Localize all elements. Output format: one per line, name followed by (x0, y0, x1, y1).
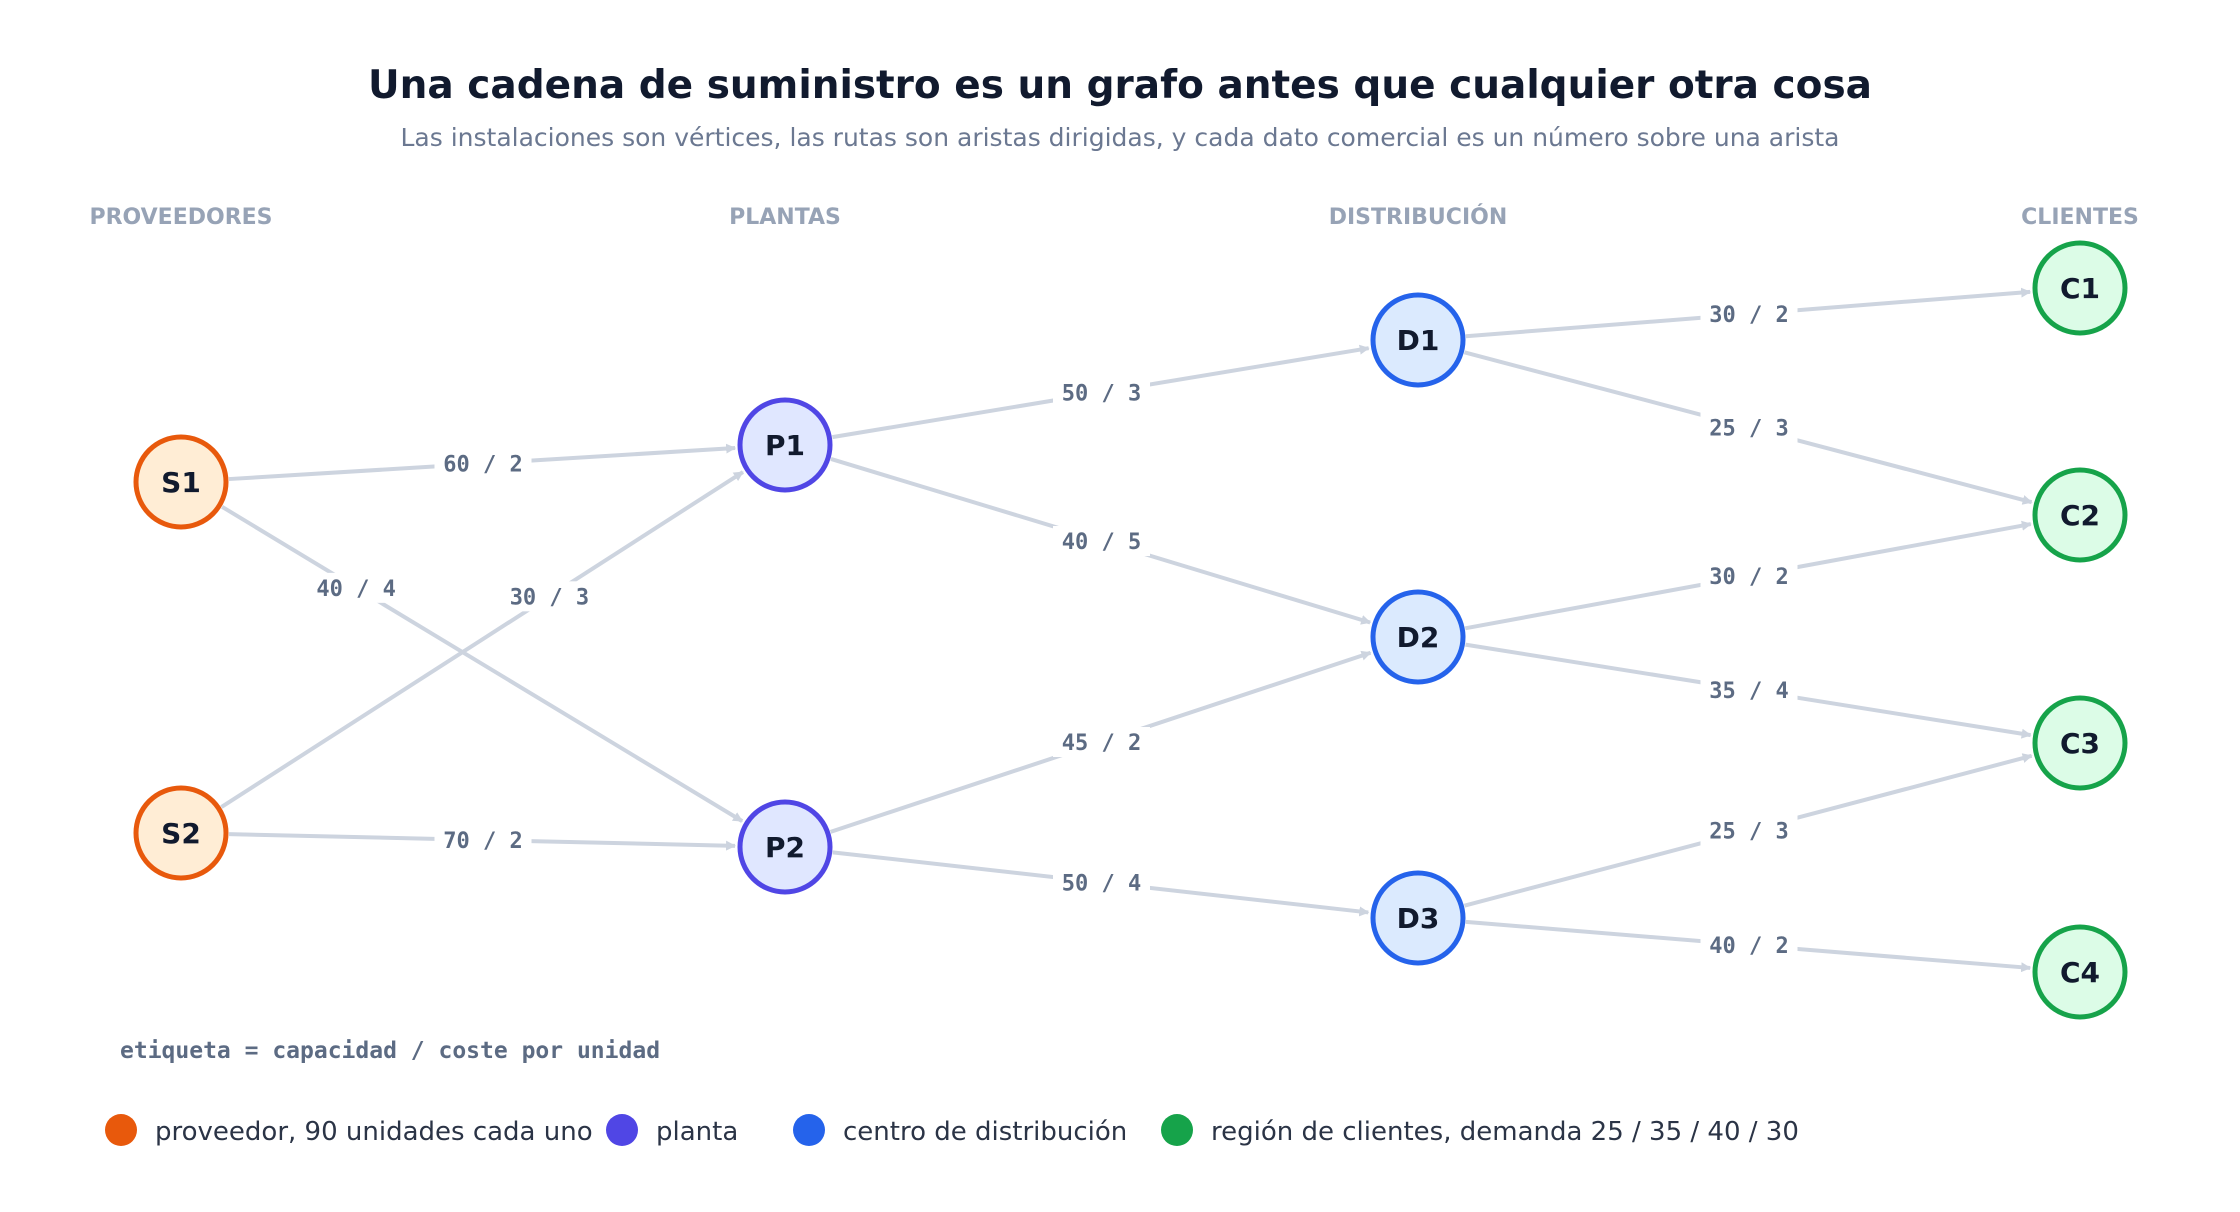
edge-label-background (1700, 412, 1798, 443)
edge-label-p1-d2: 40 / 5 (1062, 530, 1141, 555)
column-header-plantas: PLANTAS (729, 205, 841, 230)
edge-label-background (1053, 377, 1150, 408)
node-s2 (133, 785, 229, 881)
edge-label-background (307, 572, 405, 603)
node-c1 (2032, 240, 2128, 336)
legend-dc-label: centro de distribución (843, 1117, 1127, 1147)
edge-s2-p1 (220, 470, 745, 809)
legend-customer-swatch (1161, 1114, 1193, 1146)
node-label-c4: C4 (2060, 956, 2100, 989)
edge-label-p2-d3: 50 / 4 (1062, 872, 1141, 897)
edge-label-p2-d2: 45 / 2 (1062, 731, 1141, 756)
edge-label-d2-c3: 35 / 4 (1709, 679, 1788, 704)
node-label-d3: D3 (1397, 902, 1440, 935)
diagram-title: Una cadena de suministro es un grafo ant… (368, 63, 1872, 108)
node-d1 (1370, 292, 1466, 388)
legend-plant-swatch (606, 1114, 638, 1146)
node-label-p2: P2 (765, 831, 805, 864)
node-p2 (737, 799, 833, 895)
edge-label-legend-note: etiqueta = capacidad / coste por unidad (120, 1038, 660, 1064)
node-label-c2: C2 (2060, 499, 2100, 532)
legend-supplier-swatch (105, 1114, 137, 1146)
edge-label-background (434, 825, 532, 855)
edge-label-d2-c2: 30 / 2 (1709, 565, 1788, 590)
node-label-d1: D1 (1397, 324, 1440, 357)
edge-label-background (1700, 815, 1798, 846)
node-d2 (1370, 589, 1466, 685)
edge-label-d1-c1: 30 / 2 (1709, 303, 1788, 328)
node-label-s2: S2 (161, 817, 201, 850)
legend-supplier-label: proveedor, 90 unidades cada uno (155, 1117, 593, 1147)
column-header-proveedores: PROVEEDORES (89, 205, 272, 230)
legend-dc-swatch (793, 1114, 825, 1146)
edge-label-background (1053, 867, 1150, 898)
legend: proveedor, 90 unidades cada uno planta c… (105, 1114, 1799, 1147)
node-label-d2: D2 (1397, 621, 1440, 654)
edge-label-background (1053, 727, 1150, 757)
edge-label-background (1053, 526, 1150, 556)
edge-label-s1-p1: 60 / 2 (443, 453, 522, 478)
edge-label-s2-p2: 70 / 2 (443, 829, 522, 854)
edge-label-background (500, 581, 598, 612)
node-c4 (2032, 924, 2128, 1020)
nodes-layer: S1 S2 P1 P2 D1 D2 D3 C1 C2 C3 C4 (133, 240, 2128, 1020)
node-label-c3: C3 (2060, 727, 2100, 760)
edge-label-d3-c3: 25 / 3 (1709, 820, 1788, 845)
node-label-p1: P1 (765, 429, 805, 462)
node-c3 (2032, 695, 2128, 791)
edges-layer: 60 / 2 40 / 4 30 / 3 70 / 2 50 / 3 40 / 5 45 /… (220, 287, 2033, 973)
edge-label-s2-p1: 30 / 3 (510, 585, 589, 610)
legend-customer-label: región de clientes, demanda 25 / 35 / 40… (1211, 1117, 1799, 1147)
node-s1 (133, 434, 229, 530)
edge-s1-p2 (221, 505, 744, 823)
edge-label-s1-p2: 40 / 4 (316, 577, 395, 602)
edge-label-background (434, 448, 532, 479)
column-header-distribucion: DISTRIBUCIÓN (1329, 204, 1508, 230)
edge-label-background (1700, 561, 1798, 591)
edge-label-p1-d1: 50 / 3 (1062, 382, 1141, 407)
edge-label-d3-c4: 40 / 2 (1709, 934, 1788, 959)
node-d3 (1370, 870, 1466, 966)
legend-plant-label: planta (656, 1117, 738, 1147)
edge-label-d1-c2: 25 / 3 (1709, 417, 1788, 442)
diagram-subtitle: Las instalaciones son vértices, las ruta… (400, 123, 1839, 152)
edge-label-background (1700, 675, 1798, 705)
node-label-c1: C1 (2060, 272, 2100, 305)
column-header-clientes: CLIENTES (2021, 205, 2139, 230)
node-c2 (2032, 467, 2128, 563)
node-p1 (737, 397, 833, 493)
node-label-s1: S1 (161, 466, 201, 499)
edge-label-background (1700, 930, 1798, 960)
edge-label-background (1700, 299, 1798, 329)
